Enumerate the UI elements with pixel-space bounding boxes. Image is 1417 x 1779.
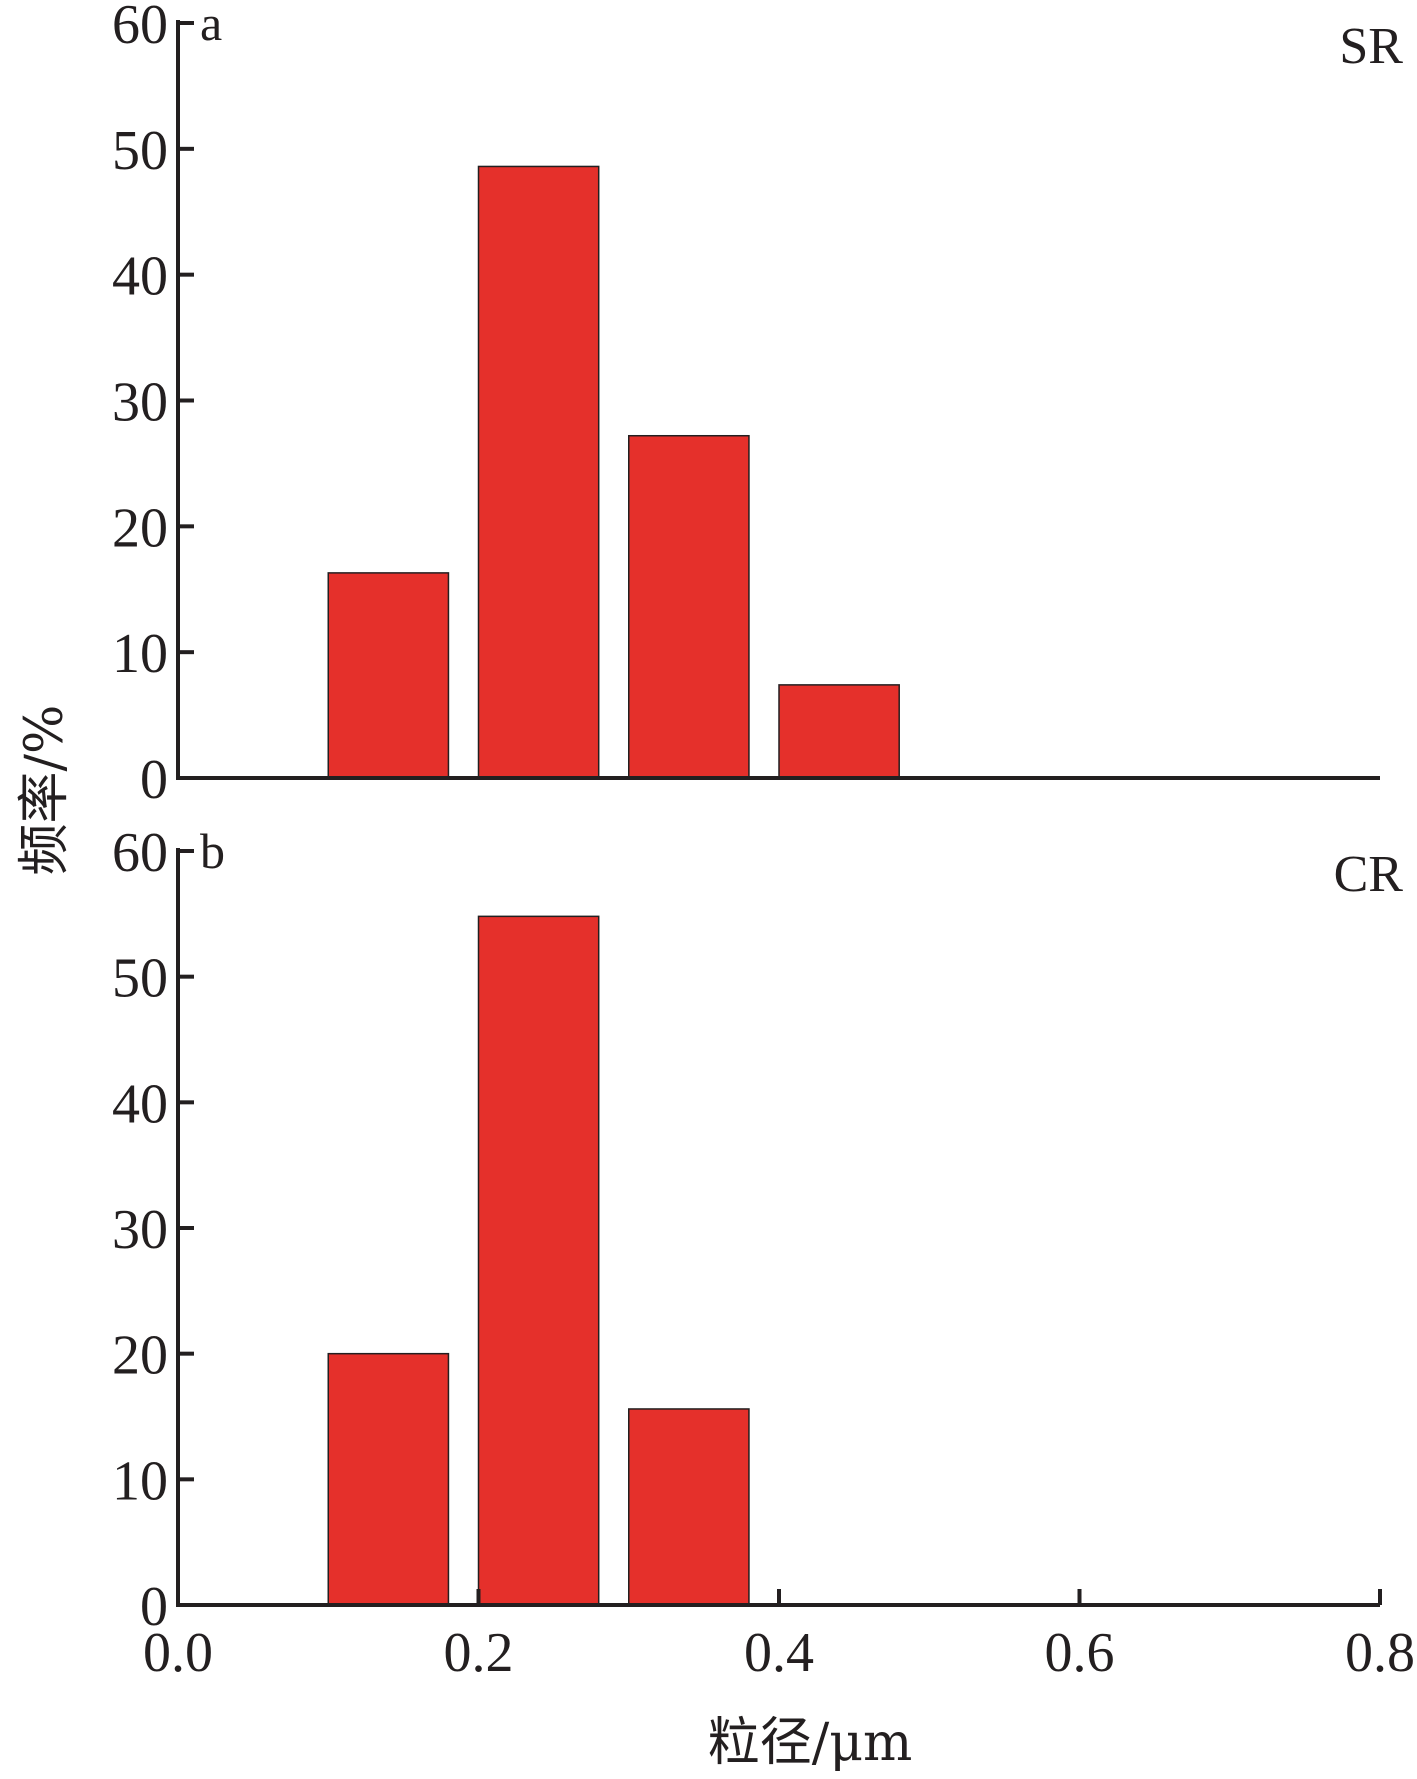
y-tick-label-a-1: 10 [112, 623, 168, 685]
panel-tag-a: SR [1339, 18, 1403, 75]
x-tick-label-2: 0.4 [744, 1622, 814, 1684]
panel-letter-b: b [200, 823, 225, 879]
y-tick-label-a-5: 50 [112, 120, 168, 182]
bar-a-0 [327, 572, 450, 779]
bar-b-0 [327, 1352, 450, 1606]
y-tick-label-b-5: 50 [112, 948, 168, 1010]
y-tick-label-b-0: 0 [140, 1576, 168, 1638]
y-tick-label-b-4: 40 [112, 1073, 168, 1135]
y-tick-label-a-3: 30 [112, 372, 168, 434]
panel-letter-a: a [200, 0, 222, 51]
y-tick-label-b-3: 30 [112, 1199, 168, 1261]
y-tick-label-a-0: 0 [140, 749, 168, 811]
x-tick-label-4: 0.8 [1345, 1622, 1415, 1684]
bar-a-3 [778, 684, 900, 779]
y-tick-label-a-2: 20 [112, 497, 168, 559]
y-tick-label-b-2: 20 [112, 1325, 168, 1387]
y-tick-label-b-6: 60 [112, 822, 168, 884]
y-tick-label-b-1: 10 [112, 1450, 168, 1512]
y-axis-title: 频率/% [15, 705, 75, 876]
bar-a-1 [477, 165, 600, 779]
panel-tag-b: CR [1334, 846, 1404, 903]
x-tick-label-3: 0.6 [1045, 1622, 1115, 1684]
panel-b-chart: 0 10 20 30 40 50 60 0.0 0.2 0.4 0.6 0.8 b CR [112, 822, 1415, 1684]
bar-b-2 [628, 1408, 750, 1606]
x-tick-label-0: 0.0 [143, 1622, 213, 1684]
y-tick-label-a-6: 60 [112, 0, 168, 56]
panel-a-chart: 0 10 20 30 40 50 60 a SR [112, 0, 1403, 811]
x-axis-title: 粒径/μm [708, 1713, 913, 1773]
bar-b-1 [477, 915, 600, 1606]
x-tick-label-1: 0.2 [444, 1622, 514, 1684]
y-tick-label-a-4: 40 [112, 246, 168, 308]
bar-a-2 [628, 434, 750, 779]
